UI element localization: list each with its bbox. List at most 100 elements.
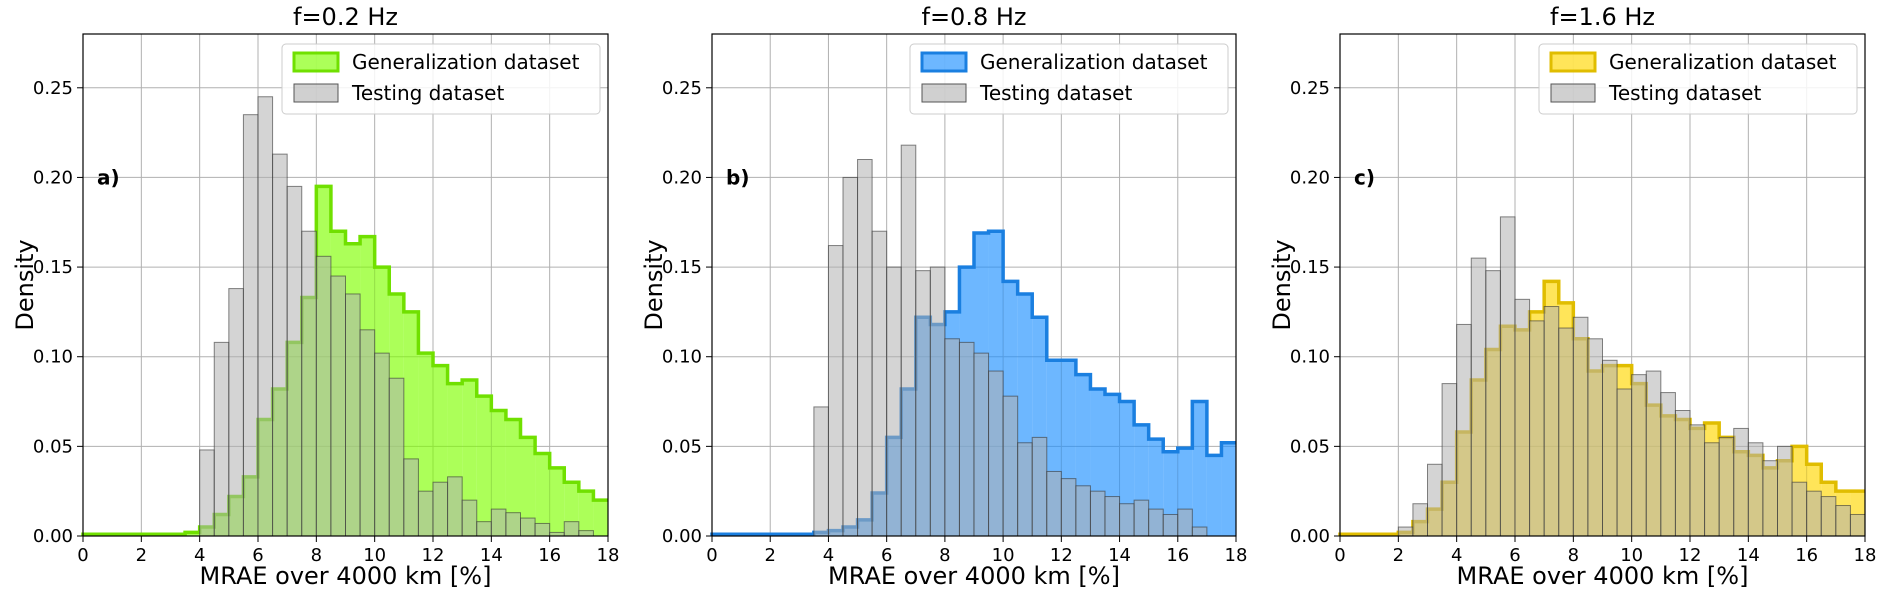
legend-swatch-generalization [920,51,968,73]
histogram-bar-testing [900,144,917,537]
x-tick-label: 6 [252,545,263,566]
x-tick-label: 8 [1568,545,1579,566]
histogram-bar-generalization [520,437,536,536]
histogram-bar-generalization [1192,401,1207,536]
legend-label-testing: Testing dataset [1608,81,1761,105]
histogram-bar-testing [1412,503,1428,537]
legend-swatch-testing [293,83,339,103]
histogram-bar-testing [505,512,521,537]
histogram-bar-generalization [549,467,565,536]
x-tick-label: 2 [136,545,147,566]
x-tick-label: 14 [480,545,503,566]
y-tick-label: 0.15 [33,257,73,278]
histogram-bar-testing [1645,370,1662,537]
x-tick-label: 14 [1737,545,1760,566]
histogram-bar-testing [1397,526,1414,537]
histogram-bar-generalization [476,396,492,536]
histogram-bar-testing [988,370,1004,537]
histogram-bar-testing [1849,513,1866,537]
y-axis-label: Density [640,239,668,330]
y-tick-label: 0.15 [662,257,702,278]
legend-label-generalization: Generalization dataset [980,50,1208,74]
y-tick-label: 0.10 [1290,347,1330,368]
histogram-bar-testing [1631,374,1647,537]
x-tick-label: 18 [1854,545,1877,566]
histogram-bar-testing [1148,508,1164,537]
histogram-bar-testing [1543,306,1560,537]
y-tick-label: 0.20 [662,167,702,188]
x-tick-label: 8 [311,545,322,566]
histogram-bar-testing [1514,298,1531,537]
x-tick-label: 4 [823,545,834,566]
histogram-bar-testing [813,406,829,537]
histogram-bar-testing [1529,320,1545,537]
y-tick-label: 0.00 [1290,526,1330,547]
histogram-bar-testing [476,521,492,537]
histogram-bar-testing [345,293,361,537]
histogram-bar-testing [388,377,405,537]
x-tick-label: 8 [939,545,950,566]
histogram-bar-testing [958,341,975,537]
histogram-bar-testing [1089,490,1106,537]
histogram-bar-testing [1704,442,1720,537]
legend-label-testing: Testing dataset [351,81,504,105]
histogram-bar-testing [1191,526,1208,537]
series-testing [1397,216,1866,537]
x-tick-label: 12 [422,545,445,566]
x-tick-label: 14 [1108,545,1131,566]
chart-title: f=0.8 Hz [922,3,1027,31]
histogram-bar-testing [359,329,376,537]
histogram-bar-testing [301,230,317,537]
x-tick-label: 2 [1393,545,1404,566]
histogram-bar-testing [330,275,346,537]
histogram-bar-testing [1733,427,1749,537]
y-tick-label: 0.00 [33,526,73,547]
panel-label: a) [97,165,120,189]
y-tick-label: 0.20 [1290,167,1330,188]
y-tick-label: 0.25 [33,78,73,99]
histogram-bar-testing [842,176,859,537]
histogram-bar-testing [1456,323,1472,537]
histogram-bar-testing [1017,442,1033,537]
x-tick-label: 4 [1451,545,1462,566]
panel-label: b) [726,165,749,189]
histogram-bar-testing [286,185,303,537]
histogram-bar-testing [534,522,551,537]
histogram-bar-testing [1162,513,1179,537]
histogram-bar-testing [228,288,244,537]
chart-panel-3: 0 2 4 6 8 10 12 14 16 18 0.00 0.05 0.10 0.15 0.20 0.25 f… [1268,3,1876,590]
histogram-bar-testing [403,458,419,537]
legend-label-testing: Testing dataset [979,81,1132,105]
histogram-bar-generalization [505,419,521,536]
axes-frame [711,33,1237,537]
y-tick-label: 0.05 [662,436,702,457]
histogram-bar-testing [1718,436,1735,537]
histogram-bar-testing [520,517,536,537]
histogram-bar-testing [1689,424,1706,537]
chart-panel-2: 0 2 4 6 8 10 12 14 16 18 0.00 0.05 0.10 0.15 0.20 0.25 f… [640,3,1247,590]
histogram-bar-testing [1762,460,1778,537]
histogram-bar-testing [1002,395,1019,537]
y-axis-label: Density [1268,239,1296,330]
x-tick-label: 0 [1334,545,1345,566]
histogram-bar-testing [1791,481,1808,537]
y-tick-label: 0.00 [662,526,702,547]
histogram-bar-testing [915,270,931,537]
histogram-bar-testing [1558,327,1574,537]
histogram-bar-testing [886,266,902,537]
legend-swatch-generalization [292,51,340,73]
x-tick-label: 12 [1050,545,1073,566]
y-tick-label: 0.10 [662,347,702,368]
histogram-bar-generalization [491,410,506,536]
y-tick-label: 0.05 [1290,436,1330,457]
y-tick-label: 0.20 [33,167,73,188]
histogram-bar-testing [447,476,463,537]
histogram-bar-testing [1470,257,1487,537]
x-tick-label: 16 [1795,545,1818,566]
histogram-bar-testing [1046,470,1062,537]
histogram-bar-testing [1119,503,1135,537]
histogram-bar-generalization [1206,455,1222,536]
histogram-bar-testing [1177,508,1193,537]
legend: Generalization dataset Testing dataset [1538,43,1858,115]
y-axis-label: Density [11,239,39,330]
